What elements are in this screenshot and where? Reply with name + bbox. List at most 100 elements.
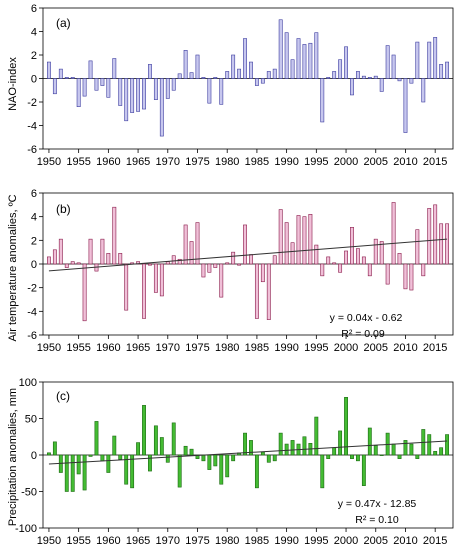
x-tick-label: 1990: [274, 535, 298, 547]
bar: [231, 454, 236, 462]
bar: [88, 454, 93, 457]
bar: [332, 447, 337, 456]
x-tick-label: 1980: [215, 156, 239, 168]
bar: [153, 425, 158, 456]
bar: [379, 241, 384, 265]
bar: [391, 54, 396, 79]
bar: [130, 78, 135, 113]
x-tick-label: 1990: [274, 156, 298, 168]
bar: [47, 256, 51, 265]
bar: [439, 447, 444, 456]
bar: [290, 242, 295, 265]
trend-equation: y = 0.04x - 0.62: [330, 312, 403, 324]
bar: [148, 64, 152, 79]
bar: [385, 45, 390, 79]
bar: [100, 78, 105, 86]
y-tick-label: 2: [31, 235, 37, 247]
bar: [373, 75, 378, 79]
x-tick-label: 2005: [364, 342, 388, 354]
x-tick-label: 1960: [96, 342, 120, 354]
bar: [433, 204, 438, 265]
bar: [58, 238, 63, 265]
bar: [249, 254, 253, 265]
bar: [130, 454, 135, 489]
bar: [266, 454, 271, 463]
bar: [397, 78, 402, 82]
bar: [272, 454, 277, 462]
y-tick-label: 50: [25, 414, 37, 426]
bar: [439, 64, 444, 79]
bar: [171, 422, 176, 456]
x-tick-label: 2005: [364, 156, 388, 168]
bar: [177, 258, 182, 265]
bar: [272, 68, 277, 79]
x-tick-label: 1965: [126, 535, 150, 547]
bar: [189, 448, 194, 456]
bar: [243, 432, 247, 456]
bar: [290, 59, 295, 79]
bar: [195, 222, 200, 265]
bar: [100, 454, 105, 462]
bar: [171, 255, 176, 265]
bar: [106, 454, 111, 473]
bar: [439, 223, 444, 265]
bar: [70, 454, 75, 492]
bar: [314, 32, 319, 79]
y-tick-label: 4: [31, 27, 37, 39]
x-tick-label: 1955: [66, 156, 90, 168]
bar: [427, 41, 432, 79]
x-tick-label: 1950: [37, 342, 61, 354]
bar: [338, 430, 343, 456]
bar: [64, 77, 69, 79]
x-tick-label: 1960: [96, 156, 120, 168]
panel-label: (c): [56, 389, 70, 403]
x-tick-label: 1965: [126, 342, 150, 354]
bar: [124, 78, 129, 122]
bar: [284, 443, 289, 456]
x-tick-label: 1970: [156, 535, 180, 547]
bar: [302, 44, 307, 79]
bar: [183, 224, 188, 265]
bar: [338, 263, 343, 273]
bar: [171, 78, 176, 91]
panel-label: (b): [56, 202, 71, 216]
bar: [118, 454, 123, 460]
bar: [361, 454, 366, 486]
bar: [249, 61, 253, 79]
bar: [284, 222, 289, 265]
x-tick-label: 1995: [304, 535, 328, 547]
x-tick-label: 2000: [334, 535, 358, 547]
bar: [183, 445, 188, 456]
bar: [427, 434, 432, 456]
bar: [397, 253, 402, 265]
bar: [433, 451, 438, 456]
y-tick-label: 0: [31, 74, 37, 86]
y-tick-label: 100: [19, 377, 37, 389]
bar: [201, 263, 206, 278]
bar: [213, 454, 218, 467]
x-tick-label: 1950: [37, 535, 61, 547]
bar: [344, 250, 348, 265]
bar: [344, 46, 348, 79]
bar: [308, 214, 313, 265]
bar: [82, 263, 87, 322]
x-tick-label: 1980: [215, 342, 239, 354]
x-tick-label: 1960: [96, 535, 120, 547]
bar: [320, 263, 325, 277]
bar: [100, 238, 105, 265]
bar: [118, 78, 123, 106]
bar: [409, 263, 414, 291]
bar: [415, 41, 420, 79]
panel-label: (a): [56, 16, 71, 30]
y-tick-label: 6: [31, 3, 37, 15]
bar: [76, 78, 81, 108]
x-tick-label: 2015: [423, 342, 447, 354]
bar: [88, 238, 93, 265]
x-tick-label: 1995: [304, 342, 328, 354]
bar: [195, 54, 200, 79]
bar: [427, 208, 432, 265]
bar: [219, 263, 224, 298]
bar: [237, 68, 242, 79]
y-tick-label: 0: [31, 450, 37, 462]
